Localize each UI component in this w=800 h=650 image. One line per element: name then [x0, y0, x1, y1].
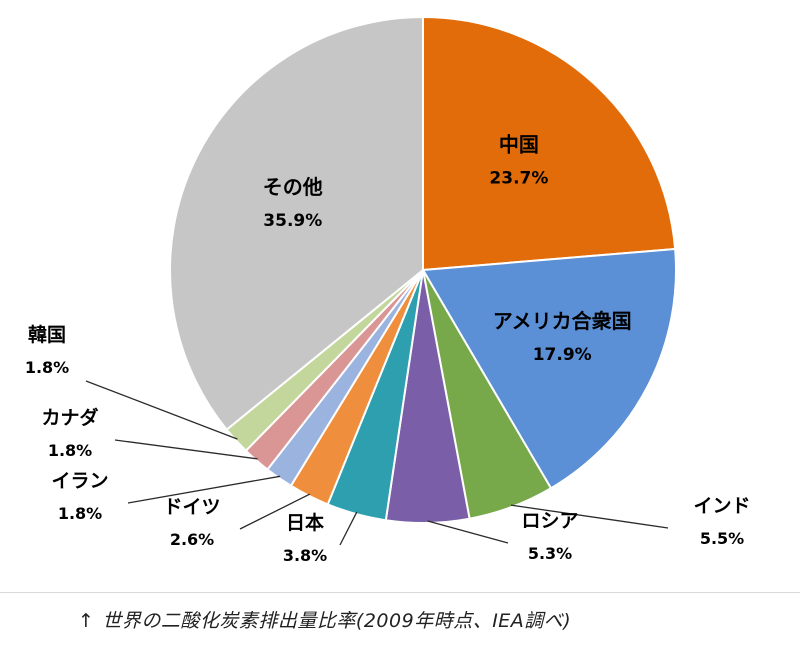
leader-lines [85, 380, 669, 546]
caption-text: 世界の二酸化炭素排出量比率(2009年時点、IEA調べ) [102, 610, 572, 632]
slice-name-label: 日本 [286, 511, 324, 534]
leader-line [114, 439, 258, 460]
slice-name-label: インド [693, 495, 750, 517]
slice-value-label: 23.7% [489, 169, 548, 189]
pie-chart: 中国 23.7% アメリカ合衆国 17.9% インド 5.5% ロシア 5.3% 日本 3.8% ド… [25, 15, 751, 565]
leader-line [339, 511, 358, 546]
slice-name-label: その他 [263, 175, 323, 199]
slice-labels: 中国 23.7% アメリカ合衆国 17.9% インド 5.5% ロシア 5.3% 日本 3.8% ド… [25, 133, 751, 565]
slice-name-label: イラン [51, 470, 108, 492]
slice-value-label: 1.8% [58, 504, 102, 523]
slice-name-label: 韓国 [28, 323, 66, 346]
slice-name-label: アメリカ合衆国 [493, 309, 632, 333]
slice-value-label: 1.8% [25, 358, 69, 377]
slice-value-label: 35.9% [263, 211, 322, 231]
slice-value-label: 17.9% [533, 345, 592, 365]
pie-slice [169, 15, 424, 432]
slice-name-label: ロシア [521, 510, 578, 532]
slice-value-label: 2.6% [170, 530, 214, 549]
slice-value-label: 3.8% [283, 546, 327, 565]
pie-slice [421, 247, 677, 490]
pie-slices [169, 15, 677, 524]
up-arrow-icon: ↑ [78, 610, 95, 632]
leader-line [127, 475, 281, 504]
slice-name-label: 中国 [499, 133, 539, 157]
caption-divider [0, 592, 800, 593]
slice-value-label: 5.5% [700, 529, 744, 548]
leader-line [85, 380, 238, 440]
slice-name-label: ドイツ [163, 496, 220, 518]
slice-name-label: カナダ [41, 406, 98, 429]
leader-line [510, 504, 669, 529]
leader-line [239, 493, 311, 530]
slice-value-label: 1.8% [48, 441, 92, 460]
pie-slice [422, 15, 677, 272]
chart-caption: ↑ 世界の二酸化炭素排出量比率(2009年時点、IEA調べ) [78, 606, 793, 633]
leader-line [427, 520, 509, 544]
slice-value-label: 5.3% [528, 544, 572, 563]
